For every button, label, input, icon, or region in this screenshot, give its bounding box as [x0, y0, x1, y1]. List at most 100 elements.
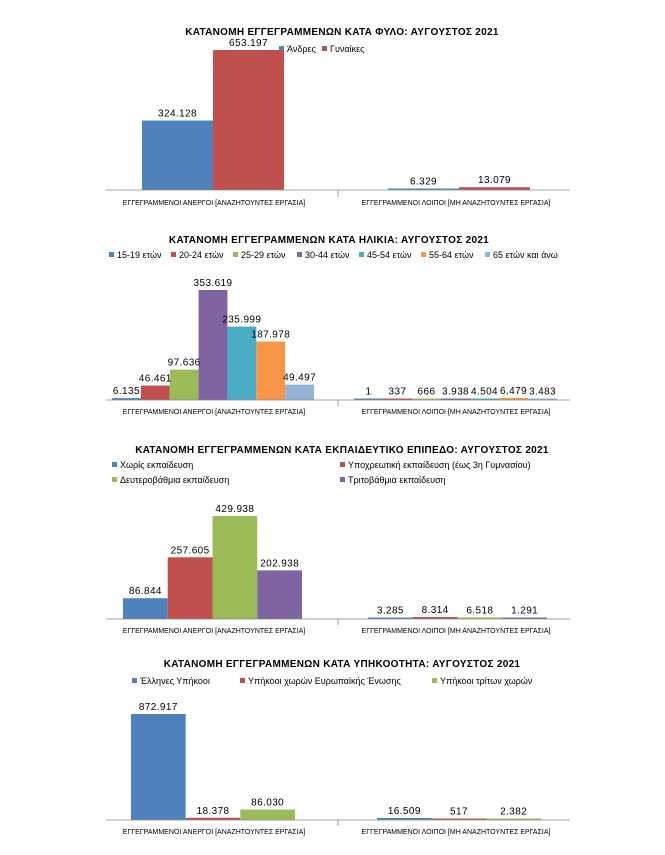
chart-age-bar-g2-s3 — [412, 398, 441, 400]
chart-citizenship-value-label-g1-s2: 18.378 — [197, 806, 230, 817]
chart-gender-legend-swatch-2 — [322, 46, 327, 51]
chart-education-value-label-g1-s1: 86.844 — [129, 586, 162, 597]
chart-education-bar-g2-s3 — [457, 617, 503, 619]
chart-education-category-2: ΕΓΓΕΓΡΑΜΜΕΝΟΙ ΛΟΙΠΟΙ [ΜΗ ΑΝΑΖΗΤΟΥΝΤΕΣ ΕΡ… — [362, 628, 551, 635]
chart-education-bar-g2-s4 — [502, 617, 547, 619]
chart-citizenship-category-1: ΕΓΓΕΓΡΑΜΜΕΝΟΙ ΑΝΕΡΓΟΙ [ΑΝΑΖΗΤΟΥΝΤΕΣ ΕΡΓΑ… — [123, 829, 305, 836]
chart-age-value-label-g1-s1: 6.135 — [113, 386, 140, 397]
chart-age-value-label-g1-s6: 187.978 — [251, 330, 290, 341]
chart-education-bar-g1-s3 — [212, 516, 258, 619]
chart-citizenship-legend: Έλληνες Υπήκοοι Υπήκοοι χωρών Ευρωπαϊκής … — [132, 676, 533, 686]
chart-age-bar-g2-s6 — [499, 397, 528, 400]
chart-age-value-label-g2-s5: 4.504 — [471, 387, 498, 398]
chart-education-value-labels: 86.844 257.605 429.938 202.938 3.285 8.314 6.5… — [129, 504, 538, 617]
chart-education-legend-label-4: Τριτοβάθμια εκπαίδευση — [348, 475, 446, 485]
chart-age-value-label-g1-s4: 353.619 — [194, 278, 233, 289]
chart-citizenship-legend-label-2: Υπήκοοι χωρών Ευρωπαϊκής Ένωσης — [248, 676, 401, 686]
chart-age-bar-g1-s1 — [112, 398, 141, 400]
chart-education-legend-label-3: Δευτεροβάθμια εκπαίδευση — [120, 475, 229, 485]
chart-education-legend-swatch-4 — [340, 477, 345, 482]
chart-age-bar-g1-s2 — [140, 385, 170, 400]
chart-age-legend-label-5: 45-54 ετών — [367, 250, 412, 260]
chart-age-bar-g1-s4 — [198, 290, 228, 400]
chart-citizenship-legend-swatch-1 — [132, 678, 137, 683]
chart-age-legend-swatch-3 — [233, 252, 238, 257]
chart-age-bar-g1-s7 — [285, 384, 314, 400]
chart-education-legend: Χωρίς εκπαίδευση Υποχρεωτική εκπαίδευση (… — [112, 460, 531, 485]
chart-age: ΚΑΤΑΝΟΜΗ ΕΓΓΕΓΡΑΜΜΕΝΩΝ ΚΑΤΑ ΗΛΙΚΙΑ: ΑΥΓΟ… — [106, 235, 570, 416]
chart-age-x-axis — [106, 399, 570, 406]
chart-gender-category-1: ΕΓΓΕΓΡΑΜΜΕΝΟΙ ΑΝΕΡΓΟΙ [ΑΝΑΖΗΤΟΥΝΤΕΣ ΕΡΓΑ… — [123, 200, 305, 207]
chart-citizenship-legend-label-1: Έλληνες Υπήκοοι — [139, 676, 210, 686]
chart-citizenship: ΚΑΤΑΝΟΜΗ ΕΓΓΕΓΡΑΜΜΕΝΩΝ ΚΑΤΑ ΥΠΗΚΟΟΤΗΤΑ: … — [106, 659, 570, 836]
chart-citizenship-bar-g1-s1 — [131, 714, 186, 820]
chart-citizenship-value-label-g2-s1: 16.509 — [388, 806, 421, 817]
chart-education-legend-label-1: Χωρίς εκπαίδευση — [120, 460, 193, 470]
chart-gender-bar-g2-s1 — [388, 188, 459, 190]
chart-education-value-label-g1-s4: 202.938 — [260, 558, 299, 569]
chart-age-bar-g2-s2 — [383, 398, 412, 400]
chart-citizenship-value-labels: 872.917 18.378 86.030 16.509 517 2.382 — [139, 702, 527, 818]
chart-education-title: ΚΑΤΑΝΟΜΗ ΕΓΓΕΓΡΑΜΜΕΝΩΝ ΚΑΤΑ ΕΚΠΑΙΔΕΥΤΙΚΟ… — [135, 445, 549, 456]
chart-age-bars — [112, 290, 557, 400]
chart-age-legend-swatch-1 — [109, 252, 114, 257]
chart-education-legend-swatch-2 — [340, 462, 345, 467]
chart-education-value-label-g1-s3: 429.938 — [215, 504, 254, 515]
chart-education-bar-g2-s2 — [412, 617, 458, 619]
chart-age-legend-swatch-4 — [297, 252, 302, 257]
chart-citizenship-value-label-g1-s1: 872.917 — [139, 702, 178, 713]
chart-gender-legend: Άνδρες Γυναίκες — [279, 44, 365, 54]
chart-education-value-label-g2-s3: 6.518 — [466, 605, 493, 616]
chart-gender-bar-g1-s1 — [142, 120, 213, 190]
chart-citizenship-bar-g2-s1 — [377, 817, 432, 820]
chart-age-category-1: ΕΓΓΕΓΡΑΜΜΕΝΟΙ ΑΝΕΡΓΟΙ [ΑΝΑΖΗΤΟΥΝΤΕΣ ΕΡΓΑ… — [123, 409, 305, 416]
chart-gender-value-label-g1-s2: 653.197 — [229, 38, 268, 49]
chart-education-bar-g1-s4 — [257, 570, 302, 619]
chart-citizenship-bars — [131, 714, 541, 820]
chart-age-value-label-g2-s6: 6.479 — [500, 386, 527, 397]
chart-age-bar-g1-s3 — [169, 369, 199, 400]
chart-gender: ΚΑΤΑΝΟΜΗ ΕΓΓΕΓΡΑΜΜΕΝΩΝ ΚΑΤΑ ΦΥΛΟ: ΑΥΓΟΥΣ… — [106, 27, 570, 207]
chart-age-legend-label-6: 55-64 ετών — [429, 250, 474, 260]
chart-education-value-label-g2-s2: 8.314 — [422, 605, 449, 616]
chart-age-bar-g1-s6 — [256, 341, 286, 400]
chart-age-value-label-g1-s3: 97.636 — [168, 358, 201, 369]
chart-age-value-label-g2-s1: 1 — [366, 387, 372, 398]
chart-gender-bars — [142, 50, 530, 190]
chart-age-bar-g2-s1 — [354, 398, 383, 400]
chart-age-value-label-g1-s5: 235.999 — [222, 315, 261, 326]
chart-education-value-label-g2-s1: 3.285 — [377, 606, 404, 617]
chart-age-legend: 15-19 ετών 20-24 ετών 25-29 ετών 30-44 ετών… — [109, 250, 558, 260]
chart-citizenship-x-axis — [106, 819, 570, 826]
chart-citizenship-bar-g2-s3 — [486, 818, 541, 820]
chart-gender-category-2: ΕΓΓΕΓΡΑΜΜΕΝΟΙ ΛΟΙΠΟΙ [ΜΗ ΑΝΑΖΗΤΟΥΝΤΕΣ ΕΡ… — [362, 200, 551, 207]
chart-age-value-label-g2-s4: 3.938 — [442, 387, 469, 398]
chart-citizenship-bar-g1-s2 — [185, 817, 241, 820]
chart-age-category-2: ΕΓΓΕΓΡΑΜΜΕΝΟΙ ΛΟΙΠΟΙ [ΜΗ ΑΝΑΖΗΤΟΥΝΤΕΣ ΕΡ… — [362, 409, 551, 416]
chart-gender-value-labels: 324.128 653.197 6.329 13.079 — [158, 38, 511, 188]
chart-citizenship-bar-g1-s3 — [240, 809, 295, 820]
chart-gender-legend-swatch-1 — [279, 46, 284, 51]
chart-gender-title: ΚΑΤΑΝΟΜΗ ΕΓΓΕΓΡΑΜΜΕΝΩΝ ΚΑΤΑ ΦΥΛΟ: ΑΥΓΟΥΣ… — [185, 27, 499, 38]
chart-age-legend-label-1: 15-19 ετών — [117, 250, 162, 260]
chart-age-legend-swatch-7 — [485, 252, 490, 257]
chart-education-value-label-g2-s4: 1.291 — [511, 606, 538, 617]
chart-citizenship-title: ΚΑΤΑΝΟΜΗ ΕΓΓΕΓΡΑΜΜΕΝΩΝ ΚΑΤΑ ΥΠΗΚΟΟΤΗΤΑ: … — [164, 659, 521, 670]
chart-education-legend-label-2: Υποχρεωτική εκπαίδευση (έως 3η Γυμνασίου… — [348, 460, 531, 470]
chart-gender-legend-label-1: Άνδρες — [287, 44, 316, 54]
chart-age-legend-label-7: 65 ετών και άνω — [493, 250, 558, 260]
chart-education-x-axis — [106, 618, 570, 625]
chart-gender-value-label-g2-s2: 13.079 — [478, 175, 511, 186]
chart-education-bar-g1-s2 — [167, 557, 213, 619]
chart-gender-bar-g2-s2 — [459, 187, 530, 190]
chart-education-value-label-g1-s2: 257.605 — [171, 545, 210, 556]
chart-education-legend-swatch-3 — [112, 477, 117, 482]
chart-age-bar-g2-s4 — [441, 398, 470, 400]
chart-citizenship-legend-label-3: Υπήκοοι τρίτων χωρών — [440, 676, 533, 686]
chart-citizenship-value-label-g2-s3: 2.382 — [500, 807, 527, 818]
chart-gender-legend-label-2: Γυναίκες — [330, 44, 365, 54]
chart-gender-bar-g1-s2 — [213, 50, 284, 190]
chart-citizenship-value-label-g2-s2: 517 — [450, 807, 468, 818]
